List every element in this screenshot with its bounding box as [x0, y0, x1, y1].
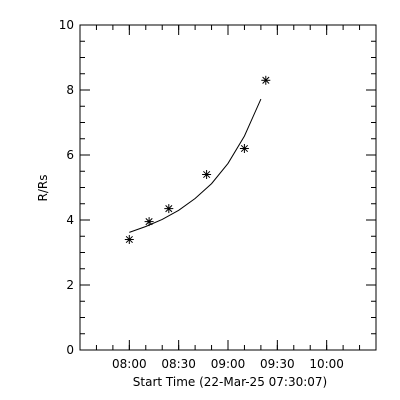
x-tick-label: 08:30: [161, 357, 196, 371]
data-point: [164, 204, 174, 214]
y-tick-label: 4: [66, 213, 74, 227]
asterisk-stroke: [145, 218, 153, 226]
data-points: [124, 75, 271, 244]
x-axis-label: Start Time (22-Mar-25 07:30:07): [133, 375, 327, 389]
asterisk-stroke: [165, 205, 173, 213]
x-tick-label: 09:00: [211, 357, 246, 371]
asterisk-stroke: [262, 76, 270, 84]
y-tick-label: 0: [66, 343, 74, 357]
x-tick-label: 08:00: [112, 357, 147, 371]
asterisk-stroke: [203, 170, 211, 179]
data-point: [202, 170, 212, 179]
x-tick-label: 09:30: [260, 357, 295, 371]
asterisk-stroke: [240, 144, 249, 153]
y-tick-label: 6: [66, 148, 74, 162]
data-point: [239, 144, 249, 153]
data-point: [261, 75, 271, 85]
y-tick-label: 8: [66, 83, 74, 97]
y-tick-label: 2: [66, 278, 74, 292]
asterisk-stroke: [125, 235, 133, 244]
y-tick-label: 10: [59, 18, 74, 32]
x-tick-label: 10:00: [309, 357, 344, 371]
plot-frame: [79, 24, 377, 351]
axis-ticks: [79, 24, 377, 351]
fit-curve: [129, 98, 262, 233]
data-point: [144, 217, 154, 227]
y-axis-label: R/Rs: [36, 175, 50, 202]
plot-border: [79, 24, 377, 351]
tick-labels: 08:00 08:30 09:00 09:30 10:00 0 2 4 6 8 10: [59, 18, 344, 371]
data-point: [124, 235, 134, 244]
